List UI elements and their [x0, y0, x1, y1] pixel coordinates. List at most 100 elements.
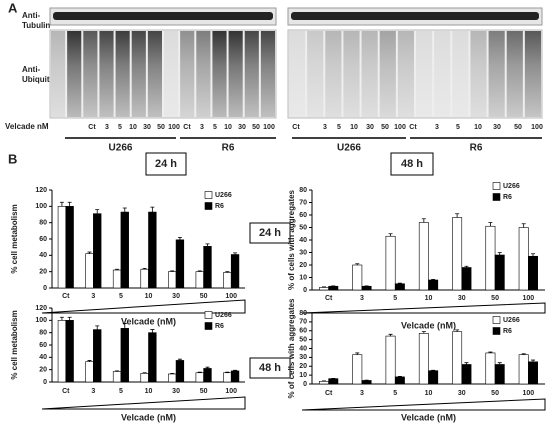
bar: [428, 370, 439, 385]
bar: [120, 211, 129, 289]
error-bar: [205, 366, 210, 369]
blot-lane: [307, 31, 324, 117]
lane-label: 5: [337, 124, 341, 131]
x-tick-label: 5: [119, 293, 123, 300]
lane-label: 50: [514, 124, 522, 131]
x-axis-label: Velcade (nM): [121, 412, 176, 422]
error-bar: [321, 286, 326, 288]
bar: [168, 271, 177, 289]
error-bar: [431, 278, 436, 280]
blot-label: Anti-: [22, 11, 41, 20]
legend-label: U266: [503, 317, 520, 324]
bar: [328, 378, 339, 385]
error-bar: [87, 360, 92, 362]
lane-label: 30: [366, 124, 374, 131]
y-tick-label: 30: [299, 354, 307, 361]
error-bar: [122, 323, 127, 329]
bar: [494, 254, 505, 291]
blot-lane: [212, 31, 227, 117]
bar: [168, 373, 177, 383]
error-bar: [170, 270, 175, 272]
x-tick-label: 30: [458, 390, 466, 397]
x-tick-label: Ct: [62, 388, 70, 395]
blot-lane: [452, 31, 469, 117]
annotation: 24 h: [259, 227, 281, 239]
blot-lane: [416, 31, 433, 117]
y-tick-label: 20: [39, 367, 47, 374]
y-tick-label: 50: [299, 336, 307, 343]
error-bar: [521, 353, 526, 355]
y-tick-label: 80: [299, 310, 307, 317]
x-tick-label: 50: [200, 293, 208, 300]
lane-label: 30: [493, 124, 501, 131]
blot-lane: [115, 31, 130, 117]
blot-lane: [131, 31, 146, 117]
lane-label: 5: [213, 124, 217, 131]
error-bar: [67, 201, 72, 207]
lane-label: 100: [394, 124, 406, 131]
bar: [140, 268, 149, 289]
y-tick-label: 60: [39, 342, 47, 349]
legend-label: R6: [215, 203, 224, 210]
y-tick-label: 80: [299, 187, 307, 194]
y-axis-label: % cell metabolism: [10, 204, 19, 273]
bar: [65, 320, 74, 383]
y-axis-label: % of cells with aggregates: [287, 298, 296, 399]
bar: [385, 335, 396, 385]
error-bar: [150, 329, 155, 333]
panel-letter: B: [8, 151, 17, 166]
error-bar: [388, 333, 393, 337]
blot-band: [291, 12, 539, 20]
annotation: 48 h: [259, 362, 281, 374]
x-tick-label: 30: [172, 293, 180, 300]
blot-lane: [397, 31, 414, 117]
error-bar: [464, 362, 469, 365]
legend-label: U266: [503, 183, 520, 190]
error-bar: [531, 359, 536, 362]
error-bar: [177, 236, 182, 240]
bar: [223, 372, 232, 383]
blot-lane: [228, 31, 243, 117]
legend-label: R6: [503, 194, 512, 201]
y-tick-label: 0: [303, 381, 307, 388]
error-bar: [87, 251, 92, 254]
bar: [148, 332, 157, 383]
y-tick-label: 40: [299, 237, 307, 244]
bar: [485, 352, 496, 385]
legend-label: R6: [503, 328, 512, 335]
bar: [175, 360, 185, 383]
error-bar: [355, 263, 360, 265]
group-label: R6: [222, 143, 235, 154]
lane-label: 100: [168, 124, 180, 131]
legend-label: U266: [215, 192, 232, 199]
blot-lane: [164, 31, 179, 117]
x-tick-label: 3: [360, 295, 364, 302]
bar: [319, 381, 329, 385]
error-bar: [177, 358, 182, 361]
error-bar: [521, 223, 526, 228]
bar: [328, 285, 339, 291]
error-bar: [421, 331, 426, 334]
bar: [485, 225, 496, 291]
blot-lane: [470, 31, 487, 117]
error-bar: [497, 252, 502, 255]
bar: [57, 320, 67, 383]
bar: [195, 372, 204, 383]
bar: [65, 206, 74, 289]
annotation-box: [249, 357, 291, 379]
bar: [518, 227, 529, 291]
blot-lane: [51, 31, 66, 117]
blot-label: Ubiquitin: [22, 75, 57, 84]
y-tick-label: 40: [39, 354, 47, 361]
bar: [361, 380, 372, 385]
group-label: R6: [470, 143, 483, 154]
bar: [352, 264, 363, 291]
header-box: [145, 152, 187, 176]
y-tick-label: 80: [39, 220, 47, 227]
bar: [352, 354, 363, 385]
error-bar: [225, 371, 230, 373]
lane-label: Ct: [409, 124, 417, 131]
lane-label: 50: [252, 124, 260, 131]
x-tick-label: 5: [119, 388, 123, 395]
bar: [518, 354, 529, 385]
